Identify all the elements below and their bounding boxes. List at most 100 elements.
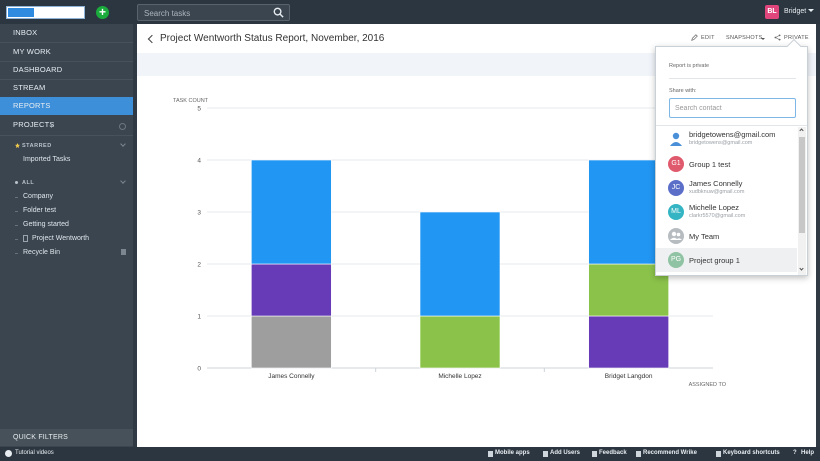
x-tick-label: James Connelly bbox=[268, 373, 315, 380]
y-tick-label: 3 bbox=[197, 210, 201, 217]
megaphone-icon bbox=[592, 451, 597, 457]
private-button[interactable]: PRIVATE bbox=[784, 35, 809, 41]
contact-avatar: ML bbox=[668, 204, 684, 220]
stacked-bar-chart: 0 1 2 3 4 5 TASK COUNT James Connelly Michelle L… bbox=[173, 98, 727, 388]
logo-mark bbox=[8, 8, 34, 17]
add-project-icon[interactable]: + bbox=[49, 121, 55, 131]
bar-segment bbox=[251, 315, 332, 369]
contact-item[interactable]: ML Michelle Lopez clarkr5570@gmail.com bbox=[656, 200, 797, 224]
tree-connector bbox=[15, 211, 18, 212]
divider bbox=[656, 125, 807, 126]
keyboard-icon bbox=[716, 451, 721, 457]
y-tick-label: 4 bbox=[197, 158, 201, 165]
share-icon[interactable] bbox=[774, 34, 781, 41]
contact-item[interactable]: My Team bbox=[656, 224, 797, 248]
x-axis-label: ASSIGNED TO bbox=[689, 382, 727, 388]
search-icon[interactable] bbox=[119, 123, 126, 130]
folder-item[interactable]: Folder test bbox=[23, 207, 57, 214]
bar-segment bbox=[251, 263, 332, 317]
keyboard-shortcuts-link[interactable]: Keyboard shortcuts bbox=[723, 450, 780, 456]
nav-divider bbox=[0, 135, 133, 136]
folder-item[interactable]: Project Wentworth bbox=[32, 235, 90, 242]
tree-connector bbox=[15, 225, 18, 226]
contact-item[interactable]: PG Project group 1 bbox=[656, 248, 797, 272]
pencil-icon[interactable] bbox=[691, 34, 698, 41]
contact-name: James Connelly bbox=[689, 179, 743, 188]
help-link[interactable]: Help bbox=[801, 450, 815, 456]
user-avatar[interactable]: BL bbox=[765, 5, 779, 19]
task-search-input[interactable] bbox=[144, 7, 269, 19]
tree-connector bbox=[15, 253, 18, 254]
help-icon[interactable]: ? bbox=[793, 450, 797, 456]
y-tick-label: 5 bbox=[197, 106, 201, 113]
x-tick-label: Bridget Langdon bbox=[605, 373, 653, 380]
feedback-link[interactable]: Feedback bbox=[599, 450, 627, 456]
play-icon[interactable] bbox=[5, 450, 12, 457]
mobile-apps-link[interactable]: Mobile apps bbox=[495, 450, 530, 456]
bullet-icon bbox=[15, 181, 18, 184]
task-chart: 0 1 2 3 4 5 TASK COUNT James Connelly Michelle L… bbox=[137, 24, 816, 447]
x-tick-label: Michelle Lopez bbox=[438, 373, 481, 380]
logo[interactable] bbox=[6, 6, 85, 19]
all-header[interactable]: ALL bbox=[22, 180, 35, 186]
project-icon bbox=[23, 235, 28, 242]
nav-reports[interactable]: REPORTS bbox=[0, 97, 133, 115]
edit-button[interactable]: EDIT bbox=[701, 35, 715, 41]
contact-name: My Team bbox=[689, 232, 720, 241]
contact-item[interactable]: JC James Connelly xudbknuw@gmail.com bbox=[656, 176, 797, 200]
chevron-down-icon[interactable] bbox=[808, 9, 814, 12]
contact-item[interactable]: G1 Group 1 test bbox=[656, 152, 797, 176]
tutorial-videos-link[interactable]: Tutorial videos bbox=[15, 450, 54, 456]
y-tick-label: 0 bbox=[197, 366, 201, 373]
bottom-bar: Tutorial videos Mobile apps Add Users Fe… bbox=[0, 447, 820, 461]
user-name[interactable]: Bridget bbox=[784, 8, 807, 15]
bar-segment bbox=[251, 159, 332, 265]
contact-name: bridgetowens@gmail.com bbox=[689, 130, 776, 139]
nav-my-work[interactable]: MY WORK bbox=[13, 47, 51, 56]
task-search[interactable] bbox=[137, 4, 290, 21]
bar-segment bbox=[419, 315, 501, 369]
contact-item[interactable]: bridgetowens@gmail.com bridgetowens@gmail… bbox=[656, 127, 797, 151]
trash-icon[interactable] bbox=[121, 249, 126, 255]
chevron-down-icon[interactable] bbox=[799, 266, 804, 271]
recommend-link[interactable]: Recommend Wrike bbox=[643, 450, 697, 456]
contact-email: clarkr5570@gmail.com bbox=[689, 213, 746, 219]
contact-name: Michelle Lopez bbox=[689, 203, 740, 212]
contact-search-input[interactable] bbox=[675, 103, 787, 113]
phone-icon bbox=[488, 451, 493, 457]
contact-email: xudbknuw@gmail.com bbox=[689, 189, 745, 195]
starred-item[interactable]: Imported Tasks bbox=[23, 156, 71, 163]
bar-segment bbox=[419, 211, 501, 317]
contact-avatar: JC bbox=[668, 180, 684, 196]
chevron-down-icon[interactable] bbox=[120, 178, 126, 184]
y-tick-label: 2 bbox=[197, 262, 201, 269]
chevron-up-icon[interactable] bbox=[799, 128, 804, 133]
starred-header[interactable]: STARRED bbox=[22, 143, 52, 149]
folder-item[interactable]: Company bbox=[23, 193, 53, 200]
y-tick-label: 1 bbox=[197, 314, 201, 321]
folder-item[interactable]: Getting started bbox=[23, 221, 69, 228]
nav-divider bbox=[0, 42, 133, 43]
nav-stream[interactable]: STREAM bbox=[13, 83, 46, 92]
star-icon bbox=[15, 143, 20, 148]
contact-name: Project group 1 bbox=[689, 256, 740, 265]
recycle-bin[interactable]: Recycle Bin bbox=[23, 249, 60, 256]
quick-filters[interactable]: QUICK FILTERS bbox=[0, 429, 133, 446]
nav-inbox[interactable]: INBOX bbox=[13, 28, 38, 37]
add-users-link[interactable]: Add Users bbox=[550, 450, 581, 456]
scroll-thumb[interactable] bbox=[799, 137, 805, 233]
contact-scrollbar[interactable] bbox=[798, 127, 806, 275]
top-bar: + BL Bridget bbox=[0, 0, 820, 24]
contact-email: bridgetowens@gmail.com bbox=[689, 140, 753, 146]
nav-dashboard[interactable]: DASHBOARD bbox=[13, 65, 63, 74]
contact-search[interactable] bbox=[669, 98, 796, 118]
search-icon[interactable] bbox=[273, 7, 284, 18]
contact-avatar: G1 bbox=[668, 156, 684, 172]
report-title: Project Wentworth Status Report, Novembe… bbox=[160, 33, 385, 44]
chevron-down-icon[interactable] bbox=[120, 141, 126, 147]
nav-projects[interactable]: PROJECTS bbox=[13, 120, 55, 129]
person-icon bbox=[668, 131, 684, 147]
new-task-button[interactable]: + bbox=[96, 6, 109, 19]
chevron-down-icon[interactable] bbox=[761, 38, 765, 40]
snapshots-button[interactable]: SNAPSHOTS bbox=[726, 35, 763, 41]
